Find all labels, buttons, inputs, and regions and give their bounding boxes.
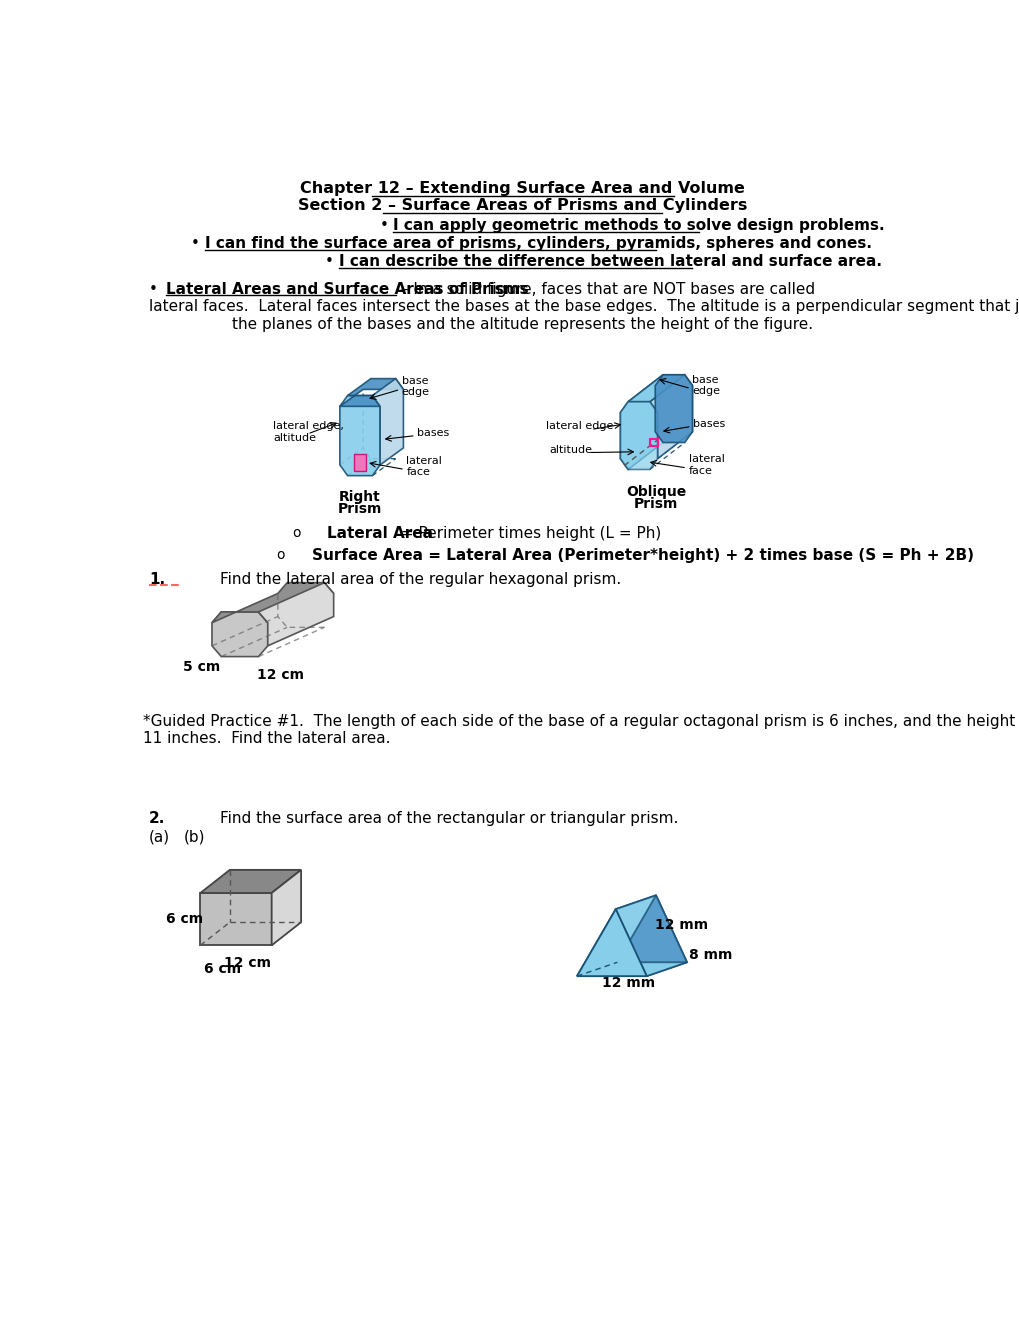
Text: 12 mm: 12 mm bbox=[601, 977, 654, 990]
Text: altitude: altitude bbox=[549, 445, 592, 455]
Text: Prism: Prism bbox=[633, 498, 678, 511]
Text: 6 cm: 6 cm bbox=[166, 912, 203, 927]
Text: Surface Area = Lateral Area (Perimeter*height) + 2 times base (S = Ph + 2B): Surface Area = Lateral Area (Perimeter*h… bbox=[312, 548, 973, 564]
Text: I can describe the difference between lateral and surface area.: I can describe the difference between la… bbox=[338, 253, 881, 269]
Text: •: • bbox=[149, 281, 158, 297]
Text: (b): (b) bbox=[183, 829, 205, 843]
Polygon shape bbox=[628, 375, 684, 401]
Text: bases: bases bbox=[693, 418, 725, 429]
Text: 1.: 1. bbox=[149, 572, 165, 587]
Polygon shape bbox=[372, 379, 403, 465]
Text: •: • bbox=[325, 253, 333, 269]
Text: o: o bbox=[276, 548, 285, 562]
Polygon shape bbox=[271, 870, 301, 945]
Text: base
edge: base edge bbox=[692, 375, 719, 396]
Text: 12 mm: 12 mm bbox=[654, 917, 708, 932]
Text: lateral edge: lateral edge bbox=[545, 421, 612, 432]
Text: 2.: 2. bbox=[149, 812, 165, 826]
Text: •: • bbox=[191, 236, 200, 251]
Polygon shape bbox=[616, 895, 687, 962]
Polygon shape bbox=[577, 909, 646, 977]
Polygon shape bbox=[339, 379, 403, 407]
Text: = Perimeter times height (L = Ph): = Perimeter times height (L = Ph) bbox=[395, 527, 660, 541]
Text: *Guided Practice #1.  The length of each side of the base of a regular octagonal: *Guided Practice #1. The length of each … bbox=[143, 714, 1019, 730]
Text: Chapter 12 – Extending Surface Area and Volume: Chapter 12 – Extending Surface Area and … bbox=[300, 181, 745, 197]
Text: Find the lateral area of the regular hexagonal prism.: Find the lateral area of the regular hex… bbox=[220, 572, 622, 587]
Text: Section 2 – Surface Areas of Prisms and Cylinders: Section 2 – Surface Areas of Prisms and … bbox=[298, 198, 747, 214]
Text: – In a solid figure, faces that are NOT bases are called: – In a solid figure, faces that are NOT … bbox=[395, 281, 814, 297]
Text: 12 cm: 12 cm bbox=[224, 956, 271, 970]
Polygon shape bbox=[654, 375, 692, 442]
Text: I can find the surface area of prisms, cylinders, pyramids, spheres and cones.: I can find the surface area of prisms, c… bbox=[205, 236, 871, 251]
Text: 11 inches.  Find the lateral area.: 11 inches. Find the lateral area. bbox=[143, 731, 390, 746]
Text: (a): (a) bbox=[149, 829, 170, 843]
Text: lateral
face: lateral face bbox=[407, 455, 442, 478]
Text: 5 cm: 5 cm bbox=[182, 660, 219, 675]
Polygon shape bbox=[649, 375, 692, 459]
Text: lateral edge,
altitude: lateral edge, altitude bbox=[273, 421, 343, 442]
Text: lateral
face: lateral face bbox=[688, 454, 723, 475]
Text: Lateral Areas and Surface Areas of Prisms: Lateral Areas and Surface Areas of Prism… bbox=[166, 281, 529, 297]
Text: •: • bbox=[379, 218, 388, 234]
Polygon shape bbox=[577, 895, 655, 977]
Text: bases: bases bbox=[417, 428, 449, 438]
Text: Right: Right bbox=[338, 490, 380, 503]
Polygon shape bbox=[354, 454, 366, 471]
Polygon shape bbox=[339, 396, 380, 475]
Text: I can apply geometric methods to solve design problems.: I can apply geometric methods to solve d… bbox=[392, 218, 883, 234]
Text: Prism: Prism bbox=[337, 502, 382, 516]
Text: lateral faces.  Lateral faces intersect the bases at the base edges.  The altitu: lateral faces. Lateral faces intersect t… bbox=[149, 300, 1019, 314]
Text: Find the surface area of the rectangular or triangular prism.: Find the surface area of the rectangular… bbox=[220, 812, 679, 826]
Text: 12 cm: 12 cm bbox=[257, 668, 304, 682]
Polygon shape bbox=[200, 892, 271, 945]
Polygon shape bbox=[615, 895, 687, 977]
Text: 6 cm: 6 cm bbox=[204, 962, 242, 977]
Polygon shape bbox=[620, 375, 662, 470]
Text: Lateral Area: Lateral Area bbox=[327, 527, 433, 541]
Text: 8 mm: 8 mm bbox=[689, 948, 732, 962]
Text: base
edge: base edge bbox=[401, 375, 429, 397]
Text: the planes of the bases and the altitude represents the height of the figure.: the planes of the bases and the altitude… bbox=[232, 317, 812, 333]
Text: o: o bbox=[291, 527, 301, 540]
Polygon shape bbox=[212, 582, 333, 623]
Polygon shape bbox=[212, 612, 268, 656]
Polygon shape bbox=[620, 401, 657, 470]
Polygon shape bbox=[258, 582, 333, 645]
Text: Oblique: Oblique bbox=[626, 484, 686, 499]
Polygon shape bbox=[577, 962, 687, 977]
Polygon shape bbox=[200, 870, 301, 892]
